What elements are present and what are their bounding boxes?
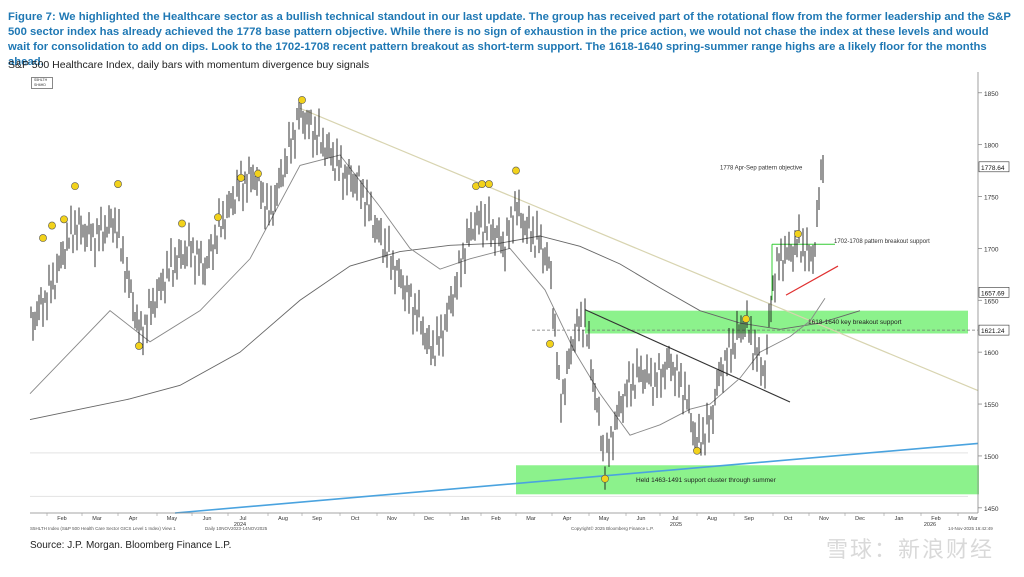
x-tick-label: Jan (895, 516, 904, 522)
signal-marker (39, 234, 47, 242)
footer-timestamp: 14-Nov-2025 16:42:49 (948, 526, 993, 531)
price-label: 1621.24 (981, 328, 1005, 335)
y-tick-label: 1850 (984, 91, 999, 98)
breakout-support-zone (585, 310, 968, 334)
price-label: 1657.69 (981, 290, 1005, 297)
y-tick-label: 1500 (984, 454, 999, 461)
legend-box: S5HLTH SH6HD (31, 77, 53, 89)
y-tick-label: 1650 (984, 298, 999, 305)
x-tick-label: Apr (129, 516, 138, 522)
signal-marker (546, 339, 554, 348)
x-tick-label: Jul (671, 516, 678, 522)
summer-support-zone (516, 465, 979, 495)
x-tick-label: Nov (387, 516, 397, 522)
x-tick-label: Oct (351, 516, 360, 522)
red-trend-line (785, 265, 839, 296)
wedge-line (584, 309, 791, 403)
x-tick-label: Nov (819, 516, 829, 522)
x-tick-label: Jun (203, 516, 212, 522)
x-tick-label: Jan (461, 516, 470, 522)
annotation-breakout: 1702-1708 pattern breakout support (834, 239, 930, 245)
signal-marker (742, 315, 750, 323)
signal-marker (298, 96, 306, 104)
x-tick-label: Aug (707, 516, 717, 522)
x-tick-label: Jul (239, 516, 246, 522)
price-label: 1778.64 (981, 165, 1005, 172)
price-label-box (978, 161, 1010, 173)
x-tick-label: Mar (526, 516, 536, 522)
figure-caption: Figure 7: We highlighted the Healthcare … (8, 11, 1011, 68)
source-note: Source: J.P. Morgan. Bloomberg Finance L… (30, 540, 232, 551)
signal-marker (114, 180, 122, 188)
zone-label-breakout: 1618-1640 key breakout support (808, 319, 902, 326)
x-tick-label: May (167, 516, 178, 522)
signal-marker (71, 182, 79, 191)
ma-50 (29, 154, 826, 436)
signal-marker (478, 180, 486, 188)
x-tick-label: Sep (744, 516, 754, 522)
signal-marker (48, 221, 56, 230)
x-year-label: 2025 (670, 522, 682, 528)
footer-copyright: Copyright© 2025 Bloomberg Finance L.P. (571, 525, 654, 531)
uptrend-line (174, 442, 979, 514)
x-year-label: 2024 (234, 522, 246, 528)
x-tick-label: Feb (931, 516, 940, 522)
footer-index-note: S5HLTH Index (S&P 500 Health Care Sector… (30, 526, 176, 531)
x-tick-label: Feb (491, 516, 500, 522)
ma-200 (29, 235, 861, 421)
y-tick-label: 1750 (984, 195, 999, 202)
zone-label-summer: Held 1463-1491 support cluster through s… (636, 477, 777, 484)
x-tick-label: Oct (784, 516, 793, 522)
chart-subtitle: S&P 500 Healthcare Index, daily bars wit… (8, 59, 370, 71)
signal-marker (794, 229, 802, 238)
signal-marker (601, 474, 609, 483)
signal-marker (485, 180, 493, 188)
x-tick-label: Dec (424, 516, 434, 522)
signal-marker (135, 342, 143, 350)
signal-marker (254, 169, 262, 178)
x-tick-label: Apr (563, 516, 572, 522)
y-tick-label: 1450 (984, 506, 999, 513)
x-tick-label: May (599, 516, 610, 522)
y-tick-label: 1550 (984, 402, 999, 409)
price-label-box (978, 287, 1010, 298)
x-tick-label: Sep (312, 516, 322, 522)
annotation-objective: 1778 Apr-Sep pattern objective (720, 166, 803, 172)
signal-marker (60, 215, 68, 224)
signal-marker (693, 446, 701, 455)
x-tick-label: Jun (637, 516, 646, 522)
x-tick-label: Mar (92, 516, 102, 522)
x-tick-label: Dec (855, 516, 865, 522)
y-tick-label: 1800 (984, 143, 999, 150)
y-tick-label: 1700 (984, 246, 999, 253)
downtrend-line (299, 107, 979, 392)
signal-marker (214, 213, 222, 222)
signal-marker (512, 166, 520, 175)
x-tick-label: Mar (968, 516, 978, 522)
footer-date-note: Daily 10NOV2023-14NOV2025 (205, 526, 268, 531)
signal-marker (178, 219, 186, 228)
x-tick-label: Aug (278, 516, 288, 522)
x-year-label: 2026 (924, 522, 936, 528)
signal-marker (237, 173, 245, 182)
x-tick-label: Feb (57, 516, 66, 522)
watermark: 雪球：新浪财经 (825, 538, 994, 563)
price-label-box (978, 324, 1010, 336)
y-tick-label: 1600 (984, 350, 999, 357)
